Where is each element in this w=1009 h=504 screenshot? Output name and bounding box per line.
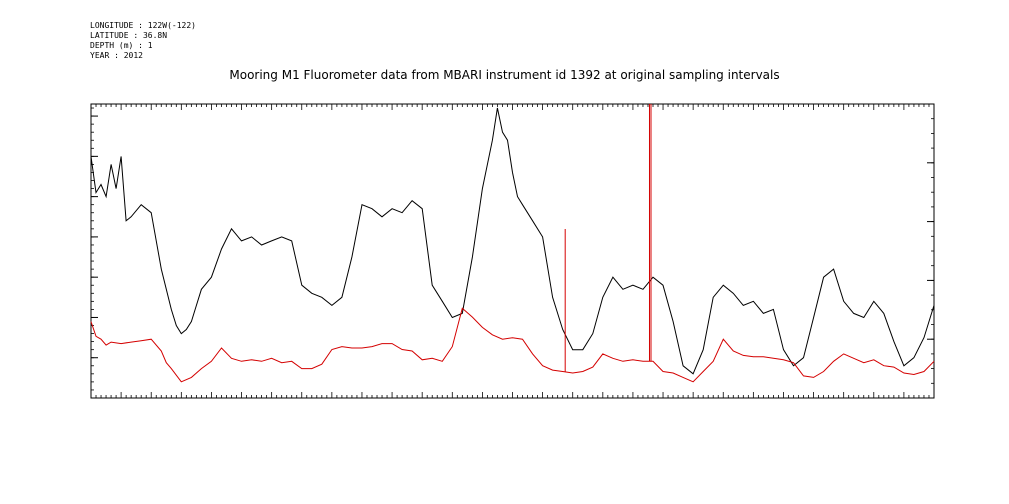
longitude-label: LONGITUDE : 122W(-122) bbox=[90, 21, 196, 30]
depth-label: DEPTH (m) : 1 bbox=[90, 41, 153, 50]
year-label: YEAR : 2012 bbox=[90, 51, 143, 60]
metadata-block: LONGITUDE : 122W(-122) LATITUDE : 36.8N … bbox=[90, 21, 196, 61]
series-line-wetstar bbox=[90, 107, 935, 375]
series-line-hs2 bbox=[90, 307, 935, 383]
chart-title: Mooring M1 Fluorometer data from MBARI i… bbox=[229, 68, 780, 82]
latitude-label: LATITUDE : 36.8N bbox=[90, 31, 168, 40]
